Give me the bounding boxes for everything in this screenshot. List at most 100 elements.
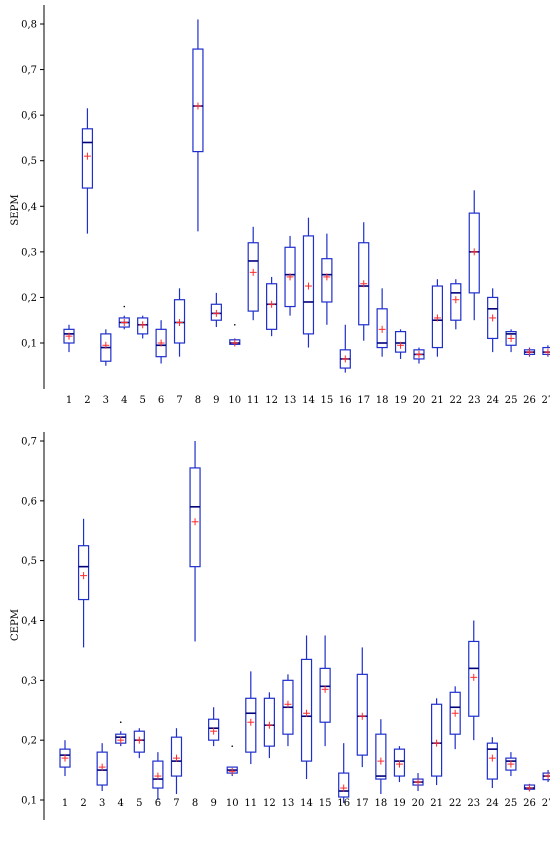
y-tick-label: 0,4 — [21, 616, 37, 627]
box-21 — [431, 698, 443, 786]
box-iqr — [468, 212, 480, 294]
box-6 — [155, 320, 167, 364]
y-tick-label: 0,6 — [21, 111, 37, 122]
x-tick-label: 14 — [302, 395, 315, 406]
box-iqr — [542, 346, 550, 355]
x-tick-label: 2 — [80, 798, 86, 809]
outlier-point — [233, 323, 236, 326]
box-15 — [321, 233, 333, 325]
box-1 — [59, 740, 71, 777]
box-8 — [192, 19, 204, 232]
box-iqr — [266, 283, 278, 330]
box-iqr — [81, 128, 94, 189]
box-27 — [542, 345, 550, 357]
box-iqr — [263, 697, 275, 747]
x-tick-label: 14 — [300, 798, 313, 809]
x-tick-label: 10 — [228, 395, 241, 406]
y-axis-label-sepm: SEPM — [10, 194, 21, 225]
y-tick-label: 0,1 — [21, 796, 37, 807]
x-tick-label: 26 — [523, 798, 536, 809]
box-iqr — [137, 317, 149, 335]
box-iqr — [356, 673, 368, 756]
box-iqr — [155, 328, 167, 358]
box-iqr — [59, 748, 71, 768]
box-6 — [152, 752, 164, 800]
x-tick-label: 9 — [213, 395, 219, 406]
x-tick-label: 20 — [412, 798, 425, 809]
box-iqr — [505, 757, 517, 771]
x-tick-label: 18 — [374, 798, 387, 809]
box-22 — [450, 279, 462, 330]
box-iqr — [375, 733, 387, 780]
x-tick-label: 24 — [486, 395, 499, 406]
box-9 — [210, 292, 222, 328]
x-tick-label: 22 — [449, 395, 462, 406]
box-iqr — [208, 718, 220, 741]
box-10 — [226, 745, 238, 777]
sepm-panel: SEPM 0,10,20,30,40,50,60,70,81 2 3 4 5 6 7 8 9 10… — [10, 5, 550, 406]
x-tick-label: 25 — [505, 395, 518, 406]
x-tick-label: 8 — [192, 798, 198, 809]
x-tick-label: 17 — [356, 798, 369, 809]
box-3 — [100, 329, 112, 366]
box-23 — [468, 190, 480, 321]
x-tick-label: 13 — [284, 395, 297, 406]
y-tick-label: 0,7 — [21, 65, 37, 76]
box-iqr — [63, 328, 75, 344]
box-8 — [189, 441, 201, 642]
x-tick-label: 19 — [393, 798, 406, 809]
x-tick-label: 4 — [121, 395, 127, 406]
box-iqr — [449, 691, 461, 735]
box-22 — [449, 686, 461, 750]
x-tick-label: 12 — [265, 395, 278, 406]
x-tick-label: 15 — [319, 798, 332, 809]
x-tick-label: 12 — [263, 798, 276, 809]
box-iqr — [431, 285, 443, 349]
x-tick-label: 16 — [337, 798, 350, 809]
x-tick-label: 8 — [195, 395, 201, 406]
box-iqr — [189, 467, 201, 568]
box-iqr — [358, 242, 370, 326]
box-12 — [266, 276, 278, 337]
x-tick-label: 3 — [103, 395, 109, 406]
x-tick-label: 17 — [357, 395, 370, 406]
outlier-point — [123, 305, 126, 308]
box-3 — [96, 743, 108, 792]
box-18 — [375, 719, 387, 795]
x-tick-label: 5 — [136, 798, 142, 809]
box-20 — [412, 773, 424, 792]
y-tick-label: 0,7 — [21, 437, 37, 448]
box-17 — [358, 222, 370, 341]
x-tick-label: 3 — [99, 798, 105, 809]
box-7 — [170, 728, 183, 795]
y-tick-label: 0,3 — [21, 247, 37, 258]
box-4 — [115, 721, 127, 747]
box-iqr — [210, 303, 222, 321]
box-iqr — [284, 246, 296, 308]
x-tick-label: 21 — [431, 395, 444, 406]
box-19 — [394, 329, 407, 359]
box-16 — [338, 743, 350, 803]
x-tick-label: 5 — [139, 395, 145, 406]
box-iqr — [486, 742, 498, 780]
box-iqr — [338, 772, 350, 798]
y-tick-label: 0,5 — [21, 156, 37, 167]
y-tick-label: 0,4 — [21, 202, 37, 213]
box-iqr — [170, 736, 183, 777]
x-tick-label: 20 — [413, 395, 426, 406]
box-2 — [77, 518, 90, 648]
box-iqr — [247, 242, 259, 312]
box-iqr — [173, 299, 186, 344]
box-25 — [505, 752, 517, 777]
x-tick-label: 11 — [247, 395, 260, 406]
box-15 — [319, 635, 331, 747]
box-12 — [263, 692, 275, 759]
x-tick-label: 13 — [282, 798, 295, 809]
box-iqr — [468, 640, 480, 717]
box-14 — [300, 635, 313, 780]
x-tick-label: 23 — [467, 798, 480, 809]
x-tick-label: 11 — [244, 798, 257, 809]
x-tick-label: 6 — [158, 395, 164, 406]
